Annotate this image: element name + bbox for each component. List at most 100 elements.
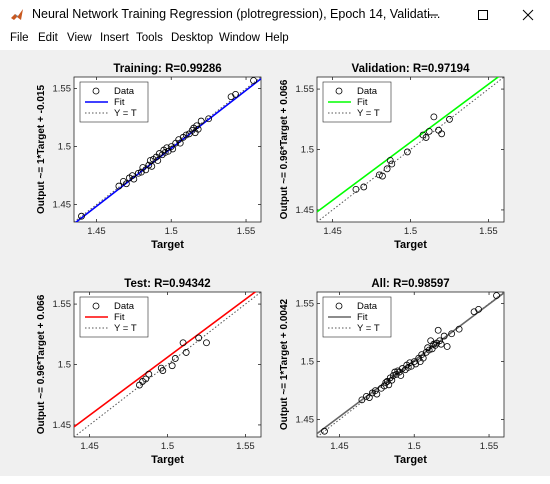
data-point — [154, 157, 162, 164]
x-tick-label: 1.45 — [323, 226, 342, 237]
legend-identity-label: Y = T — [357, 108, 380, 119]
data-point — [115, 182, 123, 190]
data-point — [250, 77, 257, 84]
data-point — [193, 122, 201, 130]
y-tick-label: 1.5 — [301, 357, 314, 368]
plot-title: Training: R=0.99286 — [113, 63, 221, 75]
x-axis-label: Target — [394, 239, 427, 251]
data-point — [389, 372, 397, 379]
data-point — [168, 362, 176, 370]
data-point — [195, 334, 203, 342]
x-axis-label: Target — [151, 239, 184, 251]
data-point — [443, 343, 451, 350]
data-point — [360, 183, 368, 191]
data-point — [385, 381, 393, 389]
legend-data-marker — [92, 87, 100, 95]
legend-data-marker — [92, 302, 100, 310]
data-point — [440, 332, 448, 340]
x-axis-label: Target — [394, 454, 427, 466]
x-tick-label: 1.55 — [479, 226, 498, 237]
x-tick-label: 1.5 — [408, 441, 421, 452]
figure-canvas: Training: R=0.99286 1.45 1.5 1.55 1.45 1.5 1.5… — [4, 51, 550, 476]
menu-edit[interactable]: Edit — [38, 32, 58, 44]
identity-line — [317, 77, 504, 222]
x-tick-label: 1.45 — [80, 441, 99, 452]
x-tick-label: 1.55 — [480, 441, 499, 452]
x-tick-label: 1.55 — [236, 441, 255, 452]
plot-panel-2: Validation: R=0.97194 1.45 1.5 1.55 1.45 1.5 1… — [279, 63, 505, 251]
data-point — [425, 346, 433, 354]
fit-line — [74, 292, 257, 428]
x-tick-label: 1.5 — [161, 441, 174, 452]
data-point — [436, 337, 444, 345]
data-point — [397, 372, 405, 379]
data-point — [358, 396, 366, 404]
data-point — [176, 139, 184, 147]
data-point — [128, 172, 136, 179]
plot-panel-4: All: R=0.98597 1.45 1.5 1.55 1.45 1.5 1.55 Targ… — [279, 278, 505, 466]
x-axis-label: Target — [151, 454, 184, 466]
data-point — [205, 115, 213, 123]
menu-view[interactable]: View — [67, 32, 92, 44]
y-tick-label: 1.45 — [53, 200, 72, 211]
data-point — [142, 166, 150, 174]
menu-desktop[interactable]: Desktop — [171, 32, 214, 44]
legend-data-label: Data — [114, 301, 135, 312]
menu-tools[interactable]: Tools — [136, 32, 163, 44]
y-axis-label: Output ~= 0.96*Target + 0.066 — [279, 79, 290, 219]
data-point — [182, 349, 190, 356]
regression-plots: Training: R=0.99286 1.45 1.5 1.55 1.45 1.5 1.5… — [36, 63, 505, 466]
data-point — [438, 130, 446, 138]
y-tick-label: 1.55 — [296, 84, 315, 95]
data-point — [203, 339, 210, 347]
menu-help[interactable]: Help — [265, 32, 289, 44]
window-title: Neural Network Training Regression (plot… — [32, 7, 441, 21]
data-point — [455, 325, 463, 333]
fit-line — [317, 77, 500, 213]
data-point — [145, 370, 153, 378]
data-point — [122, 180, 130, 188]
maximize-icon — [478, 10, 488, 20]
y-tick-label: 1.5 — [301, 145, 314, 156]
data-point — [78, 212, 85, 220]
data-point — [388, 376, 396, 384]
legend-data-marker — [335, 87, 343, 95]
data-point — [380, 382, 388, 390]
data-point — [362, 392, 370, 400]
plot-area — [317, 77, 504, 222]
data-point — [425, 127, 433, 135]
data-point — [142, 375, 150, 383]
data-point — [422, 134, 430, 141]
plot-title: All: R=0.98597 — [371, 278, 449, 290]
data-point — [161, 149, 169, 156]
menu-file[interactable]: File — [10, 32, 29, 44]
y-tick-label: 1.55 — [296, 299, 315, 310]
data-point — [430, 340, 438, 348]
minimize-button[interactable] — [410, 0, 456, 30]
data-point — [386, 156, 394, 164]
data-point — [430, 113, 438, 121]
legend-identity-label: Y = T — [114, 108, 137, 119]
identity-line — [74, 292, 261, 437]
legend-identity-label: Y = T — [357, 323, 380, 334]
data-point — [232, 91, 239, 98]
y-tick-label: 1.55 — [53, 84, 72, 95]
data-point — [446, 115, 453, 123]
y-tick-label: 1.5 — [58, 360, 71, 371]
x-tick-label: 1.5 — [404, 226, 417, 237]
title-bar[interactable]: Neural Network Training Regression (plot… — [0, 0, 550, 30]
legend-data-label: Data — [114, 86, 135, 97]
data-point — [148, 162, 156, 170]
data-point — [159, 367, 167, 374]
y-tick-label: 1.45 — [53, 420, 72, 431]
identity-line — [74, 77, 261, 222]
y-tick-label: 1.45 — [296, 415, 315, 426]
x-tick-label: 1.45 — [330, 441, 349, 452]
legend-identity-label: Y = T — [114, 323, 137, 334]
menu-insert[interactable]: Insert — [100, 32, 129, 44]
close-button[interactable] — [505, 0, 550, 30]
menu-window[interactable]: Window — [219, 32, 260, 44]
maximize-button[interactable] — [460, 0, 506, 30]
window-bottom-edge — [0, 476, 550, 484]
